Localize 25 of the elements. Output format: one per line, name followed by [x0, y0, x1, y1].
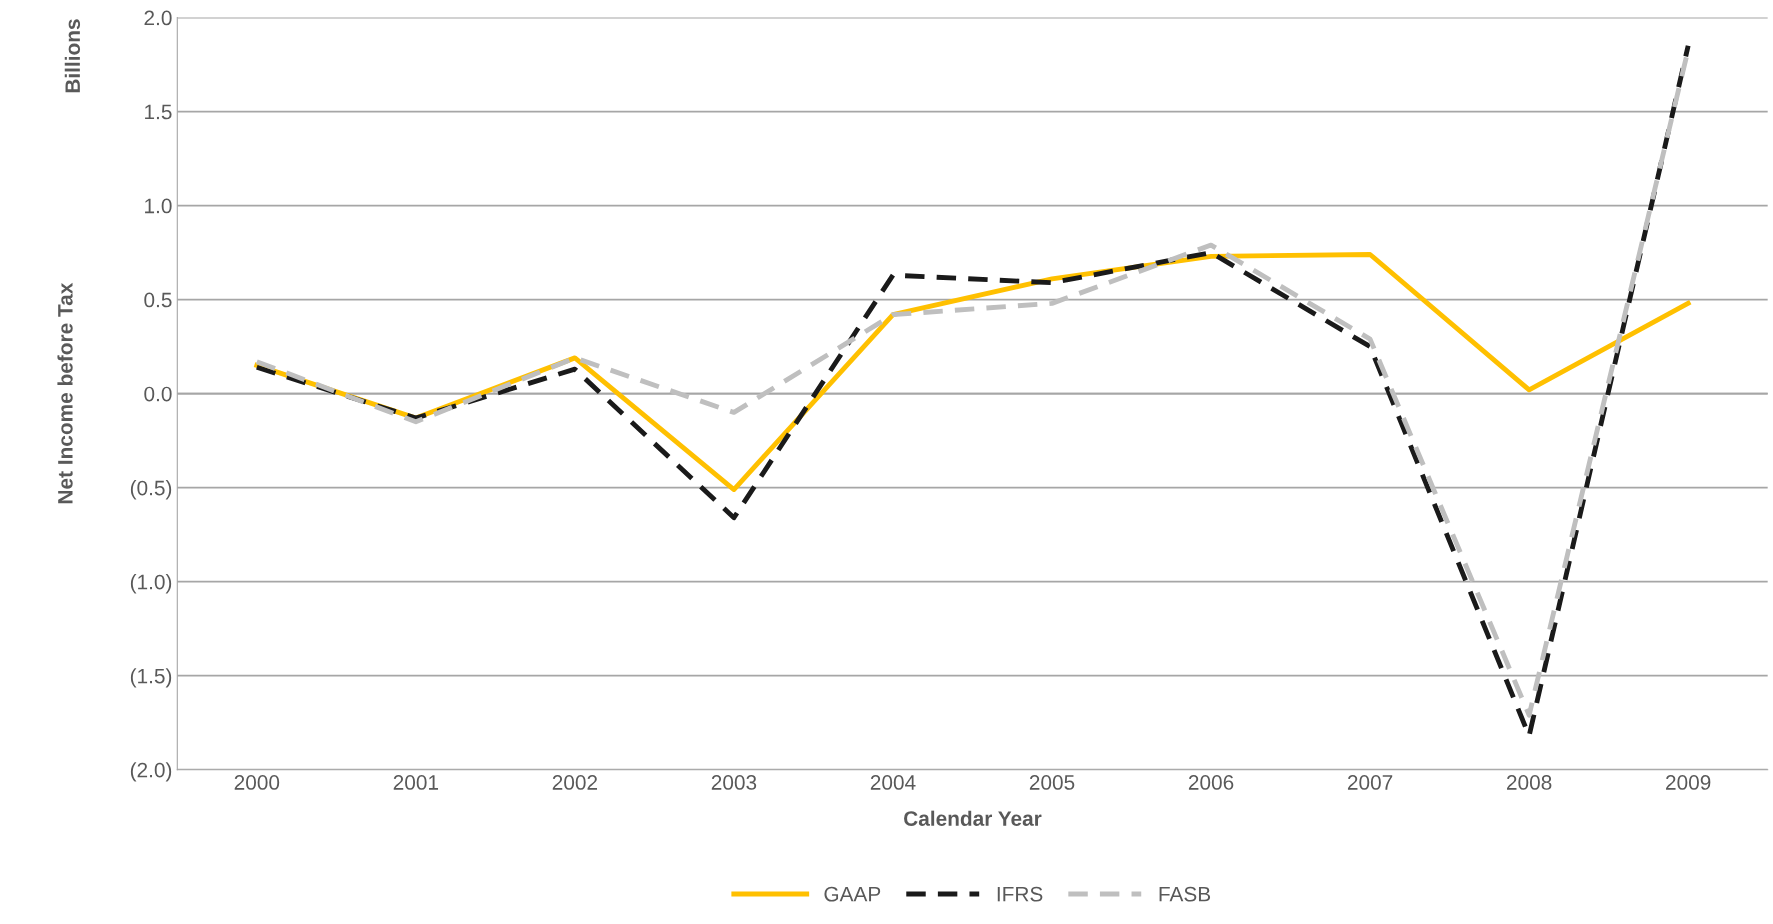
y-tick-label: (1.0) [130, 574, 172, 594]
legend-label: IFRS [997, 886, 1043, 902]
x-tick-label: 2001 [393, 775, 439, 790]
legend-label: GAAP [824, 886, 881, 902]
y-tick-label: (1.5) [130, 668, 172, 688]
x-tick-label: 2006 [1188, 775, 1234, 790]
y-tick-label: 0.0 [144, 386, 172, 402]
x-tick-label: 2007 [1347, 775, 1393, 790]
y-tick-label: (0.5) [130, 480, 172, 500]
x-tick-label: 2004 [870, 775, 916, 790]
y-axis-title: Net Income before Tax [57, 282, 73, 504]
x-tick-label: 2000 [234, 775, 280, 790]
x-tick-label: 2008 [1507, 775, 1552, 790]
y-tick-label: 1.5 [145, 104, 172, 120]
x-tick-label: 2005 [1029, 775, 1075, 790]
y-tick-label: 2.0 [144, 10, 172, 26]
y-tick-label: 1.0 [145, 198, 172, 214]
y-tick-label: (2.0) [130, 762, 172, 782]
legend-label: FASB [1159, 886, 1211, 902]
y-tick-label: 0.5 [144, 292, 172, 308]
x-axis-title: Calendar Year [904, 810, 1042, 826]
x-tick-label: 2003 [711, 775, 757, 790]
x-tick-label: 2009 [1666, 775, 1711, 790]
x-tick-label: 2002 [552, 775, 598, 790]
text: Billions [64, 19, 81, 93]
